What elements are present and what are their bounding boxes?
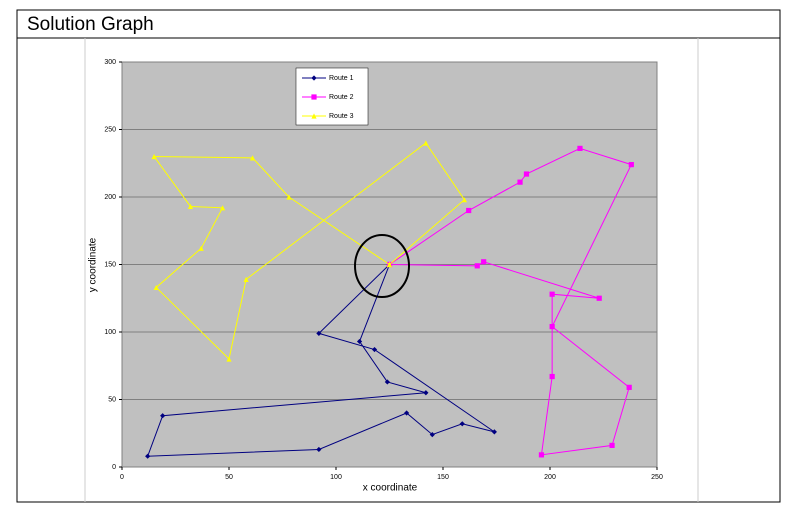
marker [316,446,322,453]
y-tick-label: 200 [104,194,116,201]
marker [549,324,555,330]
marker [429,432,435,438]
marker [145,453,151,459]
marker [517,179,523,185]
x-tick-label: 50 [225,474,233,481]
x-tick-label: 200 [544,474,556,481]
marker [596,295,602,301]
x-tick-label: 250 [651,474,663,481]
marker [577,145,583,151]
marker [243,276,249,282]
y-tick-label: 300 [104,59,116,66]
y-tick-label: 250 [104,126,116,133]
marker [187,203,194,210]
marker [384,379,390,385]
marker [549,291,555,297]
marker [609,442,615,448]
y-tick-label: 0 [112,464,116,471]
x-tick-label: 150 [437,474,449,481]
marker [249,155,256,161]
y-tick-label: 150 [104,261,116,268]
marker [423,140,429,146]
marker [461,197,467,203]
depot-circle [354,234,410,298]
marker [226,356,232,362]
marker [491,429,497,435]
marker [626,384,632,390]
marker [423,390,429,396]
chart-title: Solution Graph [27,14,154,35]
legend-marker [311,94,317,100]
x-tick-label: 0 [120,474,124,481]
route-line [146,264,495,457]
marker [459,421,465,427]
marker [386,261,393,268]
route-line [389,147,633,456]
legend-label: Route 1 [329,75,354,82]
y-tick-label: 100 [104,329,116,336]
x-axis-label: x coordinate [363,483,418,494]
marker [549,373,555,380]
y-tick-label: 50 [108,396,116,403]
marker [466,207,472,214]
marker [474,263,480,269]
marker [151,153,157,160]
marker [371,346,378,353]
legend-marker [311,113,317,119]
legend-label: Route 2 [329,94,354,101]
marker [198,245,204,251]
marker [538,452,545,458]
marker [316,330,322,336]
marker [356,338,363,345]
marker [153,284,159,291]
marker [219,205,226,211]
legend-marker [311,75,317,81]
y-axis-label: y coordinate [88,237,99,292]
marker [160,413,166,419]
marker [286,194,292,200]
marker [523,171,530,177]
legend-label: Route 3 [329,113,354,120]
marker [628,162,634,168]
marker [481,259,487,265]
marker [404,410,410,416]
x-tick-label: 100 [330,474,342,481]
